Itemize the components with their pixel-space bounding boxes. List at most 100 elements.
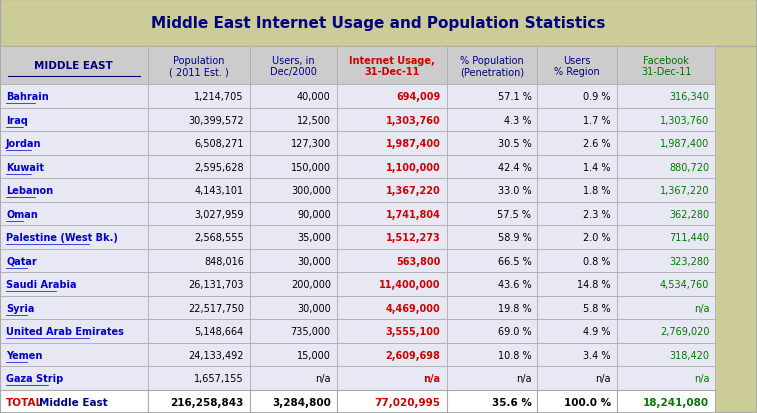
FancyBboxPatch shape bbox=[0, 390, 148, 413]
FancyBboxPatch shape bbox=[447, 343, 537, 367]
Text: 69.0 %: 69.0 % bbox=[498, 326, 531, 336]
FancyBboxPatch shape bbox=[148, 132, 250, 156]
FancyBboxPatch shape bbox=[148, 179, 250, 202]
FancyBboxPatch shape bbox=[447, 320, 537, 343]
FancyBboxPatch shape bbox=[0, 367, 148, 390]
Text: 1,303,760: 1,303,760 bbox=[660, 115, 709, 125]
FancyBboxPatch shape bbox=[250, 179, 337, 202]
FancyBboxPatch shape bbox=[447, 132, 537, 156]
FancyBboxPatch shape bbox=[148, 47, 250, 85]
Text: n/a: n/a bbox=[694, 303, 709, 313]
Text: United Arab Emirates: United Arab Emirates bbox=[6, 326, 124, 336]
FancyBboxPatch shape bbox=[0, 156, 148, 179]
Text: Syria: Syria bbox=[6, 303, 34, 313]
Text: 3,555,100: 3,555,100 bbox=[386, 326, 441, 336]
FancyBboxPatch shape bbox=[0, 0, 757, 47]
FancyBboxPatch shape bbox=[537, 202, 617, 226]
FancyBboxPatch shape bbox=[337, 273, 447, 296]
FancyBboxPatch shape bbox=[148, 296, 250, 320]
FancyBboxPatch shape bbox=[617, 226, 715, 249]
FancyBboxPatch shape bbox=[337, 109, 447, 132]
Text: 694,009: 694,009 bbox=[397, 92, 441, 102]
FancyBboxPatch shape bbox=[447, 156, 537, 179]
Text: 4,469,000: 4,469,000 bbox=[386, 303, 441, 313]
FancyBboxPatch shape bbox=[0, 109, 148, 132]
FancyBboxPatch shape bbox=[537, 226, 617, 249]
Text: 3,284,800: 3,284,800 bbox=[272, 397, 331, 407]
FancyBboxPatch shape bbox=[148, 343, 250, 367]
FancyBboxPatch shape bbox=[337, 85, 447, 109]
FancyBboxPatch shape bbox=[617, 109, 715, 132]
Text: Facebook
31-Dec-11: Facebook 31-Dec-11 bbox=[641, 55, 691, 77]
FancyBboxPatch shape bbox=[337, 179, 447, 202]
FancyBboxPatch shape bbox=[537, 132, 617, 156]
FancyBboxPatch shape bbox=[337, 156, 447, 179]
Text: Kuwait: Kuwait bbox=[6, 162, 44, 172]
FancyBboxPatch shape bbox=[447, 226, 537, 249]
FancyBboxPatch shape bbox=[250, 47, 337, 85]
Text: 200,000: 200,000 bbox=[291, 280, 331, 290]
Text: Gaza Strip: Gaza Strip bbox=[6, 373, 64, 383]
FancyBboxPatch shape bbox=[0, 132, 148, 156]
FancyBboxPatch shape bbox=[447, 296, 537, 320]
Text: 1,367,220: 1,367,220 bbox=[386, 186, 441, 196]
FancyBboxPatch shape bbox=[148, 226, 250, 249]
FancyBboxPatch shape bbox=[0, 320, 148, 343]
Text: 30,000: 30,000 bbox=[297, 303, 331, 313]
Text: 150,000: 150,000 bbox=[291, 162, 331, 172]
FancyBboxPatch shape bbox=[617, 156, 715, 179]
Text: Users
% Region: Users % Region bbox=[554, 55, 600, 77]
Text: 5.8 %: 5.8 % bbox=[584, 303, 611, 313]
Text: Iraq: Iraq bbox=[6, 115, 28, 125]
FancyBboxPatch shape bbox=[250, 249, 337, 273]
FancyBboxPatch shape bbox=[447, 273, 537, 296]
FancyBboxPatch shape bbox=[250, 226, 337, 249]
FancyBboxPatch shape bbox=[617, 202, 715, 226]
Text: 1.7 %: 1.7 % bbox=[584, 115, 611, 125]
Text: 15,000: 15,000 bbox=[297, 350, 331, 360]
Text: 2,769,020: 2,769,020 bbox=[660, 326, 709, 336]
Text: 127,300: 127,300 bbox=[291, 139, 331, 149]
Text: n/a: n/a bbox=[316, 373, 331, 383]
Text: 1,657,155: 1,657,155 bbox=[194, 373, 244, 383]
Text: 3,027,959: 3,027,959 bbox=[195, 209, 244, 219]
Text: n/a: n/a bbox=[516, 373, 531, 383]
FancyBboxPatch shape bbox=[617, 343, 715, 367]
Text: 57.1 %: 57.1 % bbox=[497, 92, 531, 102]
Text: 5,148,664: 5,148,664 bbox=[195, 326, 244, 336]
FancyBboxPatch shape bbox=[617, 273, 715, 296]
Text: 848,016: 848,016 bbox=[204, 256, 244, 266]
Text: 26,131,703: 26,131,703 bbox=[188, 280, 244, 290]
Text: 735,000: 735,000 bbox=[291, 326, 331, 336]
Text: 58.9 %: 58.9 % bbox=[497, 233, 531, 242]
Text: 40,000: 40,000 bbox=[297, 92, 331, 102]
FancyBboxPatch shape bbox=[0, 179, 148, 202]
Text: 1,303,760: 1,303,760 bbox=[386, 115, 441, 125]
Text: 2,568,555: 2,568,555 bbox=[194, 233, 244, 242]
FancyBboxPatch shape bbox=[617, 390, 715, 413]
Text: 30,000: 30,000 bbox=[297, 256, 331, 266]
FancyBboxPatch shape bbox=[250, 109, 337, 132]
FancyBboxPatch shape bbox=[617, 249, 715, 273]
Text: Population
( 2011 Est. ): Population ( 2011 Est. ) bbox=[169, 55, 229, 77]
FancyBboxPatch shape bbox=[250, 390, 337, 413]
FancyBboxPatch shape bbox=[617, 179, 715, 202]
Text: 0.9 %: 0.9 % bbox=[584, 92, 611, 102]
Text: 2.3 %: 2.3 % bbox=[584, 209, 611, 219]
FancyBboxPatch shape bbox=[250, 132, 337, 156]
FancyBboxPatch shape bbox=[337, 47, 447, 85]
FancyBboxPatch shape bbox=[537, 249, 617, 273]
FancyBboxPatch shape bbox=[617, 367, 715, 390]
FancyBboxPatch shape bbox=[537, 296, 617, 320]
FancyBboxPatch shape bbox=[0, 47, 148, 85]
Text: 1,100,000: 1,100,000 bbox=[386, 162, 441, 172]
Text: n/a: n/a bbox=[694, 373, 709, 383]
FancyBboxPatch shape bbox=[447, 367, 537, 390]
Text: 22,517,750: 22,517,750 bbox=[188, 303, 244, 313]
FancyBboxPatch shape bbox=[148, 85, 250, 109]
FancyBboxPatch shape bbox=[617, 132, 715, 156]
Text: Qatar: Qatar bbox=[6, 256, 37, 266]
FancyBboxPatch shape bbox=[447, 47, 537, 85]
Text: Users, in
Dec/2000: Users, in Dec/2000 bbox=[270, 55, 316, 77]
Text: n/a: n/a bbox=[596, 373, 611, 383]
